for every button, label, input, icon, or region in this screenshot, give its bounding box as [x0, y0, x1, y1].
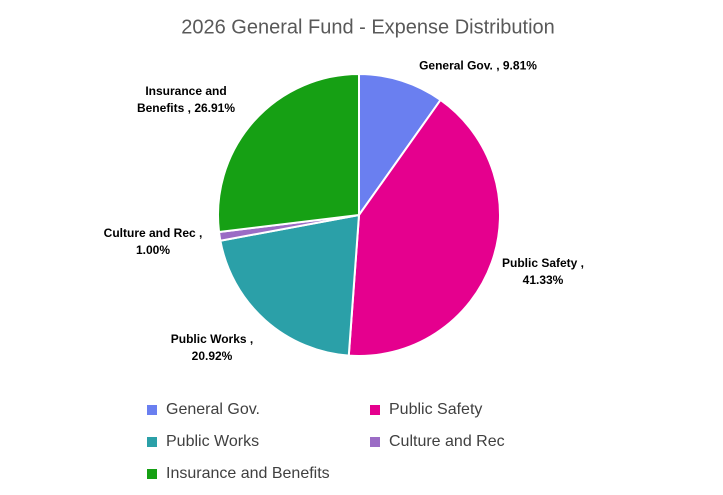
pie-slice [347, 98, 501, 357]
chart-title: 2026 General Fund - Expense Distribution [181, 16, 555, 38]
legend-swatch [147, 437, 157, 447]
legend-label: General Gov. [166, 401, 260, 418]
pie-slice [219, 213, 361, 357]
legend-label: Culture and Rec [389, 433, 505, 450]
legend-label: Public Safety [389, 401, 483, 418]
data-label: Culture and Rec , 1.00% [103, 226, 203, 257]
legend-label: Public Works [166, 433, 260, 450]
legend-swatch [370, 405, 380, 415]
data-label: Insurance and Benefits , 26.91% [136, 84, 236, 115]
pie-slice [217, 72, 360, 234]
data-label: Public Safety , 41.33% [501, 256, 585, 287]
data-label: General Gov. , 9.81% [419, 58, 537, 73]
legend-swatch [147, 469, 157, 479]
legend-label: Insurance and Benefits [166, 465, 330, 482]
pie-slice [358, 72, 442, 219]
data-label: Public Works , 20.92% [170, 332, 254, 363]
legend-swatch [147, 405, 157, 415]
legend-swatch [370, 437, 380, 447]
